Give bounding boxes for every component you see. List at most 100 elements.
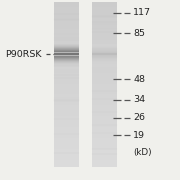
Bar bbox=[92, 147, 117, 148]
Bar bbox=[54, 22, 79, 23]
Bar bbox=[54, 7, 79, 8]
Bar bbox=[54, 60, 79, 61]
Bar bbox=[54, 18, 79, 19]
Bar bbox=[54, 14, 79, 15]
Bar bbox=[92, 6, 117, 7]
Bar bbox=[54, 73, 79, 74]
Bar bbox=[92, 61, 117, 62]
Bar bbox=[92, 59, 117, 60]
Bar bbox=[92, 57, 117, 58]
Bar bbox=[54, 160, 79, 161]
Bar bbox=[92, 57, 117, 58]
Bar bbox=[92, 78, 117, 79]
Bar bbox=[54, 129, 79, 130]
Bar bbox=[92, 124, 117, 125]
Bar bbox=[54, 123, 79, 124]
Bar bbox=[92, 105, 117, 106]
Bar bbox=[54, 127, 79, 128]
Bar bbox=[54, 69, 79, 70]
Bar bbox=[92, 41, 117, 42]
Bar bbox=[54, 9, 79, 10]
Bar bbox=[54, 10, 79, 11]
Bar bbox=[54, 27, 79, 28]
Bar bbox=[54, 108, 79, 109]
Bar bbox=[92, 128, 117, 129]
Bar bbox=[92, 24, 117, 25]
Bar bbox=[54, 149, 79, 150]
Bar bbox=[92, 66, 117, 67]
Bar bbox=[54, 136, 79, 137]
Bar bbox=[92, 127, 117, 128]
Bar bbox=[54, 132, 79, 133]
Bar bbox=[54, 44, 79, 45]
Bar bbox=[54, 135, 79, 136]
Bar bbox=[92, 7, 117, 8]
Bar bbox=[54, 39, 79, 40]
Bar bbox=[92, 84, 117, 85]
Bar bbox=[54, 125, 79, 126]
Bar bbox=[92, 112, 117, 113]
Bar bbox=[92, 47, 117, 48]
Bar bbox=[54, 96, 79, 97]
Bar bbox=[92, 12, 117, 13]
Bar bbox=[92, 151, 117, 152]
Bar bbox=[92, 56, 117, 57]
Bar bbox=[92, 55, 117, 56]
Bar bbox=[54, 59, 79, 60]
Bar bbox=[92, 125, 117, 126]
Bar bbox=[92, 94, 117, 95]
Bar bbox=[54, 110, 79, 111]
Bar bbox=[54, 118, 79, 119]
Bar bbox=[92, 70, 117, 71]
Bar bbox=[54, 67, 79, 68]
Bar bbox=[54, 114, 79, 115]
Bar bbox=[92, 104, 117, 105]
Bar bbox=[54, 55, 79, 56]
Bar bbox=[92, 71, 117, 72]
Bar bbox=[92, 21, 117, 22]
Bar bbox=[92, 16, 117, 17]
Bar bbox=[92, 79, 117, 80]
Bar bbox=[54, 55, 79, 56]
Bar bbox=[54, 28, 79, 29]
Bar bbox=[54, 94, 79, 95]
Text: 117: 117 bbox=[133, 8, 151, 17]
Bar bbox=[54, 49, 79, 50]
Bar bbox=[54, 142, 79, 143]
Bar bbox=[92, 95, 117, 96]
Bar bbox=[54, 11, 79, 12]
Bar bbox=[92, 88, 117, 89]
Bar bbox=[92, 59, 117, 60]
Bar bbox=[54, 53, 79, 54]
Bar bbox=[92, 118, 117, 119]
Bar bbox=[92, 146, 117, 147]
Bar bbox=[54, 65, 79, 66]
Bar bbox=[54, 72, 79, 73]
Bar bbox=[54, 85, 79, 86]
Bar bbox=[54, 62, 79, 63]
Bar bbox=[54, 56, 79, 57]
Bar bbox=[92, 132, 117, 133]
Bar bbox=[54, 115, 79, 116]
Bar bbox=[92, 50, 117, 51]
Bar bbox=[92, 108, 117, 109]
Bar bbox=[54, 51, 79, 52]
Bar bbox=[54, 71, 79, 72]
Bar bbox=[92, 63, 117, 64]
Bar bbox=[92, 33, 117, 34]
Bar bbox=[54, 81, 79, 82]
Bar bbox=[92, 44, 117, 45]
Bar bbox=[92, 123, 117, 124]
Text: P90RSK: P90RSK bbox=[5, 50, 42, 59]
Bar bbox=[54, 12, 79, 13]
Bar bbox=[92, 9, 117, 10]
Bar bbox=[54, 106, 79, 107]
Bar bbox=[92, 157, 117, 158]
Bar bbox=[54, 154, 79, 155]
Bar bbox=[54, 58, 79, 59]
Bar bbox=[54, 65, 79, 66]
Bar bbox=[54, 20, 79, 21]
Bar bbox=[54, 124, 79, 125]
Bar bbox=[54, 164, 79, 165]
Bar bbox=[54, 53, 79, 54]
